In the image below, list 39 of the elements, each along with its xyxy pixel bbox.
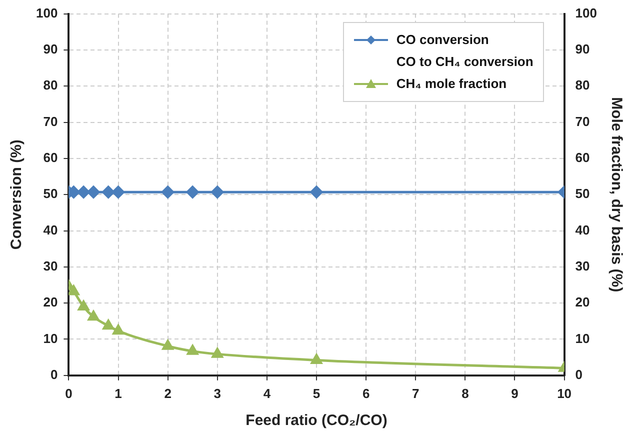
text: CO to CH₄ conversion [396, 54, 534, 70]
y2-tick-label: 90 [575, 42, 590, 57]
y2-tick-label: 70 [575, 114, 590, 129]
legend-label: CH₄ mole fraction [396, 76, 507, 92]
y2-tick-label: 80 [575, 78, 590, 93]
x-tick-label: 2 [164, 386, 172, 401]
y-tick-label: 40 [43, 222, 58, 238]
y-tick-label: 20 [43, 294, 58, 310]
x-axis-title: Feed ratio (CO₂/CO) [246, 412, 388, 430]
y2-tick-label: 20 [575, 294, 590, 310]
y-tick-label: 90 [43, 42, 58, 57]
y2-tick-label: 60 [575, 150, 590, 166]
x-tick-label: 8 [462, 386, 469, 401]
x-tick-label: 9 [511, 386, 518, 401]
y-tick-label: 80 [43, 78, 58, 93]
y-axis-title: Conversion (%) [8, 140, 26, 250]
y-tick-label: 30 [43, 258, 58, 274]
x-tick-label: 10 [557, 386, 572, 401]
y-tick-label: 0 [50, 366, 58, 382]
y2-tick-label: 30 [575, 258, 590, 274]
y-tick-label: 100 [36, 5, 58, 20]
x-tick-label: 7 [412, 386, 420, 401]
y2-tick-label: 10 [575, 330, 590, 346]
x-tick-label: 6 [362, 386, 370, 401]
x-tick-label: 4 [263, 386, 272, 401]
y-tick-label: 70 [43, 114, 58, 129]
legend-label: CO conversion [396, 32, 489, 48]
x-tick-label: 3 [214, 386, 221, 401]
y2-tick-label: 40 [575, 222, 590, 238]
y2-axis-title: Mole fraction, dry basis (%) [608, 97, 625, 292]
y-tick-label: 60 [43, 150, 58, 166]
y2-tick-label: 100 [575, 5, 598, 20]
x-tick-label: 1 [114, 386, 122, 401]
y2-tick-label: 50 [575, 186, 590, 202]
x-tick-label: 5 [312, 386, 320, 401]
y-tick-label: 10 [43, 330, 58, 346]
x-tick-label: 0 [65, 386, 72, 401]
y2-tick-label: 0 [575, 366, 583, 382]
y-tick-label: 50 [43, 186, 58, 202]
